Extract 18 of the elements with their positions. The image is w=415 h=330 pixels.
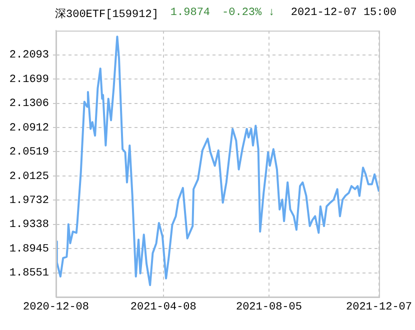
y-tick-label: 1.8945 [9, 243, 49, 256]
y-tick-label: 1.9732 [9, 195, 49, 208]
y-tick-label: 2.0125 [9, 170, 49, 183]
text: -0.23% ↓ [222, 7, 275, 19]
y-tick-label: 1.8551 [9, 268, 50, 280]
y-tick-label: 1.9338 [9, 219, 49, 232]
x-tick-label: 2021-04-08 [130, 302, 196, 314]
text: 1.9874 [170, 7, 210, 19]
y-tick-label: 2.0912 [9, 122, 49, 134]
y-tick-label: 2.0519 [9, 146, 49, 159]
text: 2021-12-07 15:00 [290, 7, 396, 19]
y-tick-label: 2.2093 [9, 50, 49, 62]
chart-title: 深300ETF[159912] [55, 7, 158, 20]
x-tick-label: 2021-12-07 [346, 302, 412, 314]
x-tick-label: 2021-08-05 [236, 302, 302, 314]
y-tick-label: 2.1699 [9, 74, 49, 86]
x-tick-label: 2020-12-08 [22, 302, 90, 314]
y-tick-label: 2.1306 [9, 98, 49, 110]
